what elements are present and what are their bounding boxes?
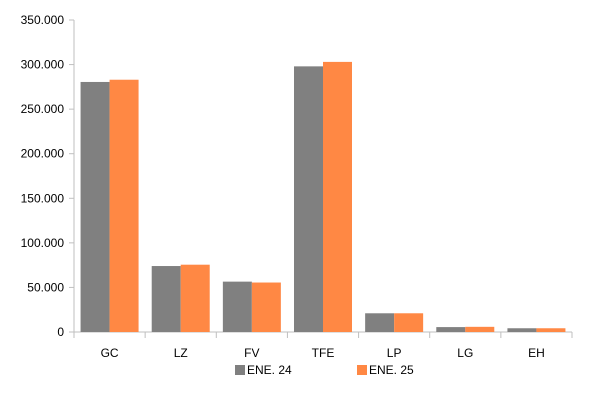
x-category-label: TFE (312, 346, 335, 360)
y-tick-label: 150.000 (21, 191, 65, 205)
x-axis: GC LZ FV TFE LP LG EH (73, 331, 573, 360)
x-category-label: LZ (174, 346, 188, 360)
bar-lp-series-2 (394, 313, 424, 332)
bar-gc-series-2 (109, 79, 139, 333)
legend-swatch-series-2 (357, 365, 367, 375)
legend: ENE. 24 ENE. 25 (235, 363, 414, 377)
bar-lg-series-2 (465, 326, 495, 332)
legend-swatch-series-1 (235, 365, 245, 375)
y-tick-label: 250.000 (21, 102, 65, 116)
legend-label-series-2: ENE. 25 (369, 363, 414, 377)
y-tick-label: 350.000 (21, 13, 65, 27)
bar-fv-series-1 (222, 281, 252, 332)
y-axis: 0 50.000 100.000 150.000 200.000 250.000 300.0… (21, 13, 75, 339)
x-category-label: GC (101, 346, 119, 360)
bar-gc-series-1 (80, 81, 110, 332)
bar-lp-series-1 (365, 313, 395, 332)
bars (80, 61, 566, 333)
bar-tfe-series-2 (323, 61, 352, 332)
y-tick-label: 100.000 (21, 236, 65, 250)
y-tick-label: 50.000 (27, 280, 64, 294)
bar-eh-series-1 (507, 328, 537, 332)
y-tick-label: 200.000 (21, 147, 65, 161)
x-category-label: LP (387, 346, 402, 360)
x-category-label: EH (528, 346, 545, 360)
x-category-label: FV (244, 346, 259, 360)
bar-tfe-series-1 (294, 66, 323, 333)
bar-fv-series-2 (251, 282, 281, 332)
bar-lz-series-1 (151, 266, 181, 332)
bar-lg-series-1 (436, 327, 466, 332)
x-category-label: LG (457, 346, 473, 360)
y-tick-label: 300.000 (21, 58, 65, 72)
bar-eh-series-2 (536, 328, 566, 332)
legend-label-series-1: ENE. 24 (247, 363, 292, 377)
bar-lz-series-2 (180, 264, 210, 332)
y-tick-label: 0 (57, 325, 64, 339)
